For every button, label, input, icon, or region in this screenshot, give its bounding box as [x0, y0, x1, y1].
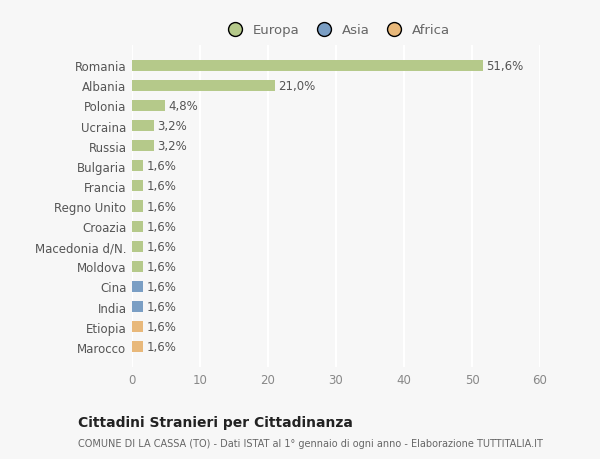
Text: 1,6%: 1,6%	[146, 200, 176, 213]
Bar	[132, 261, 143, 272]
Bar	[132, 281, 143, 292]
Text: 1,6%: 1,6%	[146, 260, 176, 273]
Text: Cittadini Stranieri per Cittadinanza: Cittadini Stranieri per Cittadinanza	[78, 415, 353, 429]
Text: 3,2%: 3,2%	[157, 140, 187, 153]
Text: 4,8%: 4,8%	[168, 100, 198, 112]
Text: 1,6%: 1,6%	[146, 160, 176, 173]
Text: 1,6%: 1,6%	[146, 240, 176, 253]
Text: 1,6%: 1,6%	[146, 180, 176, 193]
Bar	[132, 341, 143, 353]
Text: 51,6%: 51,6%	[486, 60, 524, 73]
Bar	[132, 161, 143, 172]
Text: COMUNE DI LA CASSA (TO) - Dati ISTAT al 1° gennaio di ogni anno - Elaborazione T: COMUNE DI LA CASSA (TO) - Dati ISTAT al …	[78, 438, 543, 448]
Text: 1,6%: 1,6%	[146, 320, 176, 334]
Text: 1,6%: 1,6%	[146, 341, 176, 353]
Bar	[132, 241, 143, 252]
Bar	[132, 81, 275, 92]
Bar	[132, 321, 143, 332]
Bar	[132, 141, 154, 152]
Text: 1,6%: 1,6%	[146, 220, 176, 233]
Bar	[132, 101, 164, 112]
Bar	[132, 302, 143, 313]
Bar	[132, 181, 143, 192]
Bar	[132, 61, 483, 72]
Text: 1,6%: 1,6%	[146, 280, 176, 293]
Text: 3,2%: 3,2%	[157, 120, 187, 133]
Bar	[132, 121, 154, 132]
Bar	[132, 201, 143, 212]
Bar	[132, 221, 143, 232]
Text: 21,0%: 21,0%	[278, 79, 316, 93]
Legend: Europa, Asia, Africa: Europa, Asia, Africa	[218, 20, 454, 41]
Text: 1,6%: 1,6%	[146, 301, 176, 313]
